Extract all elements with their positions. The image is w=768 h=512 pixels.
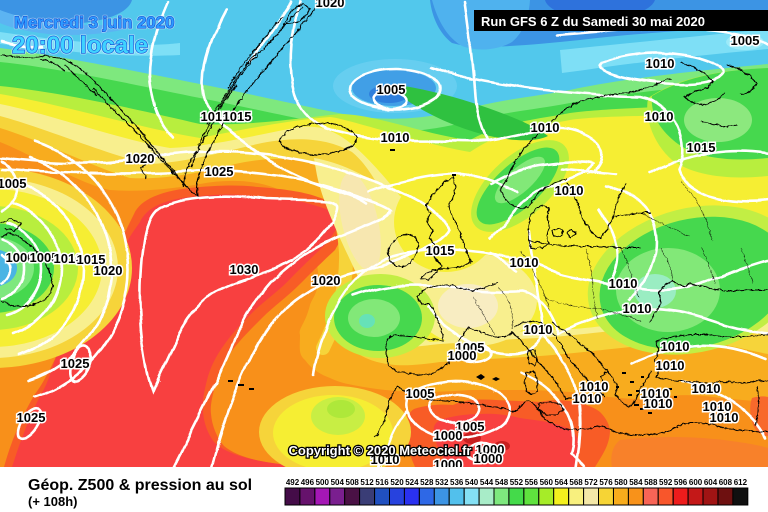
svg-text:Mercredi 3 juin 2020: Mercredi 3 juin 2020 [14,13,174,32]
svg-text:1010: 1010 [692,381,721,396]
svg-text:1005: 1005 [0,176,26,191]
svg-text:556: 556 [525,478,539,487]
svg-text:1010: 1010 [661,339,690,354]
svg-text:1005: 1005 [456,419,485,434]
svg-text:1025: 1025 [205,164,234,179]
svg-text:548: 548 [495,478,509,487]
svg-text:584: 584 [629,478,643,487]
svg-text:596: 596 [674,478,688,487]
svg-text:1010: 1010 [645,109,674,124]
svg-text:1000: 1000 [6,250,35,265]
svg-text:580: 580 [614,478,628,487]
svg-text:1015: 1015 [426,243,455,258]
svg-text:1010: 1010 [703,399,732,414]
svg-text:1010: 1010 [580,379,609,394]
svg-text:588: 588 [644,478,658,487]
svg-text:600: 600 [689,478,703,487]
svg-text:1010: 1010 [524,322,553,337]
svg-text:1005: 1005 [377,82,406,97]
svg-text:1005: 1005 [456,340,485,355]
svg-text:1010: 1010 [644,396,673,411]
svg-text:1010: 1010 [54,251,83,266]
svg-text:524: 524 [405,478,419,487]
svg-text:1010: 1010 [656,358,685,373]
svg-text:1000: 1000 [448,348,477,363]
svg-text:1010: 1010 [641,386,670,401]
svg-text:512: 512 [360,478,374,487]
svg-text:560: 560 [540,478,554,487]
svg-text:496: 496 [301,478,315,487]
svg-text:1000: 1000 [474,451,503,466]
svg-text:Run GFS 6 Z du Samedi 30 mai 2: Run GFS 6 Z du Samedi 30 mai 2020 [481,14,705,29]
svg-text:1010: 1010 [573,391,602,406]
svg-text:20:00 locale: 20:00 locale [12,32,148,59]
svg-text:1020: 1020 [126,151,155,166]
svg-text:1010: 1010 [710,410,739,425]
svg-text:516: 516 [375,478,389,487]
svg-text:504: 504 [331,478,345,487]
svg-text:508: 508 [346,478,360,487]
svg-text:608: 608 [719,478,733,487]
svg-text:1030: 1030 [230,262,259,277]
svg-text:1010: 1010 [510,255,539,270]
svg-text:1025: 1025 [17,410,46,425]
svg-text:1010: 1010 [371,452,400,467]
svg-text:Géop. Z500 & pression au sol: Géop. Z500 & pression au sol [28,477,252,494]
svg-text:1015: 1015 [77,252,106,267]
svg-text:20:00 locale: 20:00 locale [12,32,148,59]
svg-text:604: 604 [704,478,718,487]
svg-text:1015: 1015 [223,109,252,124]
svg-text:Copyright © 2020 Meteociel.fr: Copyright © 2020 Meteociel.fr [289,443,472,458]
svg-text:572: 572 [584,478,598,487]
svg-text:1005: 1005 [731,33,760,48]
svg-text:592: 592 [659,478,673,487]
svg-text:1000: 1000 [434,428,463,443]
svg-text:1010: 1010 [381,130,410,145]
svg-text:568: 568 [569,478,583,487]
svg-text:1010: 1010 [609,276,638,291]
svg-text:1020: 1020 [94,263,123,278]
svg-text:1010: 1010 [531,120,560,135]
svg-text:1000: 1000 [476,442,505,457]
svg-text:536: 536 [450,478,464,487]
svg-text:1015: 1015 [687,140,716,155]
svg-text:612: 612 [734,478,748,487]
svg-text:540: 540 [465,478,479,487]
svg-text:1010: 1010 [623,301,652,316]
svg-text:Mercredi 3 juin 2020: Mercredi 3 juin 2020 [14,13,174,32]
svg-text:1010: 1010 [646,56,675,71]
svg-text:520: 520 [390,478,404,487]
svg-text:1005: 1005 [30,250,59,265]
svg-text:1010: 1010 [555,183,584,198]
svg-text:576: 576 [599,478,613,487]
svg-text:500: 500 [316,478,330,487]
svg-text:1020: 1020 [312,273,341,288]
svg-text:532: 532 [435,478,449,487]
svg-text:564: 564 [555,478,569,487]
svg-text:(+ 108h): (+ 108h) [28,494,78,509]
svg-text:544: 544 [480,478,494,487]
svg-text:492: 492 [286,478,300,487]
svg-text:1005: 1005 [406,386,435,401]
svg-text:528: 528 [420,478,434,487]
svg-text:1020: 1020 [316,0,345,10]
svg-text:552: 552 [510,478,524,487]
svg-text:1025: 1025 [61,356,90,371]
svg-text:1015: 1015 [201,109,230,124]
